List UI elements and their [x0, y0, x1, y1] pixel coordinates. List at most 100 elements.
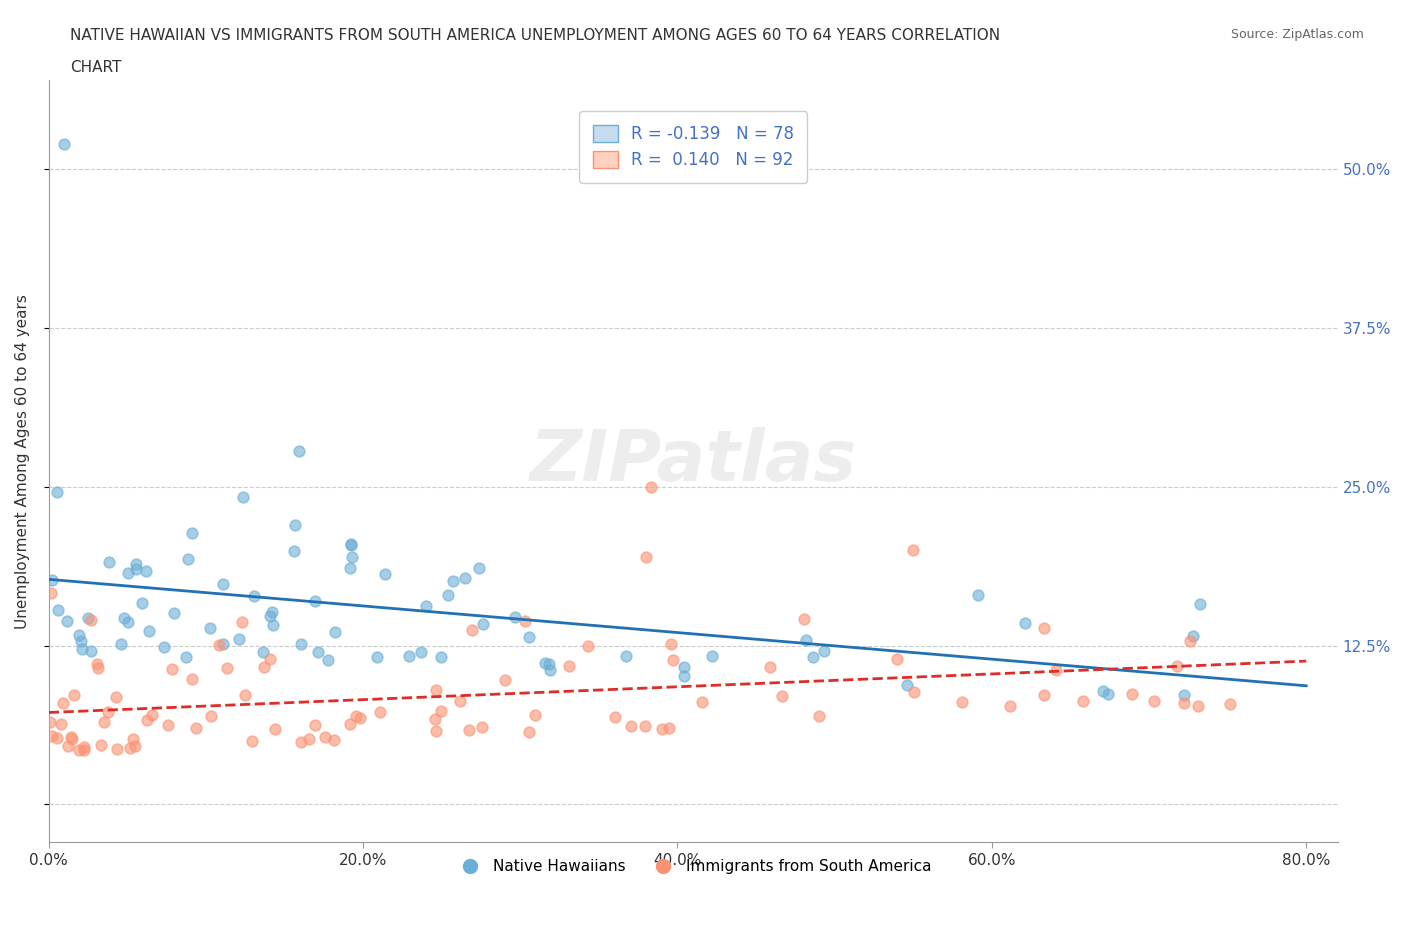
- Point: [290, 636, 312, 651]
- Point: [177, 551, 200, 566]
- Point: [468, 561, 491, 576]
- Point: [46, 603, 69, 618]
- Point: [1073, 694, 1095, 709]
- Point: [212, 636, 235, 651]
- Point: [41, 572, 63, 587]
- Point: [1173, 687, 1195, 702]
- Point: [368, 704, 391, 719]
- Point: [339, 717, 361, 732]
- Point: [39, 715, 62, 730]
- Point: [262, 604, 284, 619]
- Point: [163, 606, 186, 621]
- Point: [998, 698, 1021, 713]
- Point: [517, 630, 540, 644]
- Point: [60, 732, 83, 747]
- Point: [453, 570, 475, 585]
- Point: [1143, 693, 1166, 708]
- Point: [217, 660, 239, 675]
- Point: [232, 490, 254, 505]
- Point: [252, 645, 274, 660]
- Point: [339, 561, 361, 576]
- Point: [304, 718, 326, 733]
- Point: [429, 703, 451, 718]
- Point: [284, 517, 307, 532]
- Point: [124, 738, 146, 753]
- Point: [51, 717, 73, 732]
- Point: [316, 653, 339, 668]
- Point: [136, 712, 159, 727]
- Point: [56, 738, 79, 753]
- Point: [141, 707, 163, 722]
- Point: [415, 598, 437, 613]
- Point: [72, 740, 94, 755]
- Point: [176, 649, 198, 664]
- Point: [105, 690, 128, 705]
- Point: [97, 704, 120, 719]
- Point: [112, 611, 135, 626]
- Point: [1032, 620, 1054, 635]
- Y-axis label: Unemployment Among Ages 60 to 64 years: Unemployment Among Ages 60 to 64 years: [15, 294, 30, 629]
- Legend: Native Hawaiians, Immigrants from South America: Native Hawaiians, Immigrants from South …: [449, 854, 938, 881]
- Point: [457, 723, 479, 737]
- Point: [523, 707, 546, 722]
- Point: [616, 649, 638, 664]
- Text: NATIVE HAWAIIAN VS IMMIGRANTS FROM SOUTH AMERICA UNEMPLOYMENT AMONG AGES 60 TO 6: NATIVE HAWAIIAN VS IMMIGRANTS FROM SOUTH…: [70, 28, 1001, 43]
- Point: [366, 650, 388, 665]
- Point: [1166, 658, 1188, 673]
- Point: [340, 538, 363, 552]
- Point: [122, 732, 145, 747]
- Point: [425, 724, 447, 738]
- Point: [1092, 684, 1115, 698]
- Point: [323, 625, 346, 640]
- Point: [117, 566, 139, 581]
- Point: [180, 525, 202, 540]
- Point: [634, 549, 657, 564]
- Point: [640, 479, 662, 494]
- Point: [441, 574, 464, 589]
- Point: [125, 557, 148, 572]
- Point: [138, 623, 160, 638]
- Point: [283, 543, 305, 558]
- Point: [340, 550, 363, 565]
- Point: [1178, 633, 1201, 648]
- Point: [298, 731, 321, 746]
- Point: [558, 659, 581, 674]
- Point: [659, 636, 682, 651]
- Point: [156, 717, 179, 732]
- Point: [700, 648, 723, 663]
- Text: CHART: CHART: [70, 60, 122, 75]
- Point: [1033, 688, 1056, 703]
- Point: [1045, 663, 1067, 678]
- Point: [425, 683, 447, 698]
- Point: [105, 741, 128, 756]
- Point: [87, 660, 110, 675]
- Point: [73, 742, 96, 757]
- Point: [673, 669, 696, 684]
- Point: [538, 663, 561, 678]
- Point: [807, 708, 830, 723]
- Point: [1097, 686, 1119, 701]
- Point: [1219, 697, 1241, 711]
- Point: [314, 729, 336, 744]
- Point: [153, 640, 176, 655]
- Point: [533, 656, 555, 671]
- Point: [437, 588, 460, 603]
- Point: [538, 657, 561, 671]
- Point: [471, 720, 494, 735]
- Point: [759, 660, 782, 675]
- Point: [262, 618, 284, 632]
- Point: [1181, 628, 1204, 643]
- Point: [46, 485, 69, 499]
- Point: [770, 688, 793, 703]
- Point: [290, 734, 312, 749]
- Point: [307, 644, 329, 659]
- Point: [374, 567, 396, 582]
- Point: [344, 709, 367, 724]
- Point: [67, 627, 90, 642]
- Point: [793, 611, 815, 626]
- Point: [184, 721, 207, 736]
- Point: [70, 633, 93, 648]
- Point: [90, 737, 112, 752]
- Point: [264, 722, 287, 737]
- Point: [1173, 696, 1195, 711]
